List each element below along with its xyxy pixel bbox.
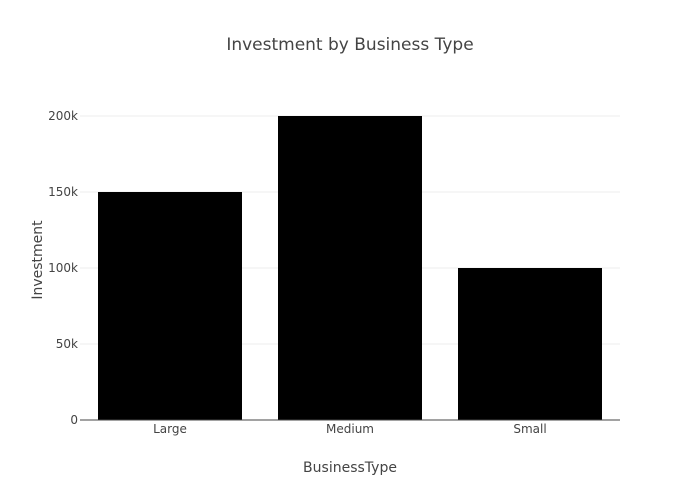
y-tick-label: 50k bbox=[56, 337, 78, 351]
x-tick-label: Medium bbox=[326, 422, 374, 436]
y-tick-label: 150k bbox=[48, 185, 78, 199]
x-tick-label: Small bbox=[513, 422, 546, 436]
x-axis-ticks: Large Medium Small bbox=[153, 422, 547, 436]
x-tick-label: Large bbox=[153, 422, 187, 436]
bar-large[interactable] bbox=[98, 192, 242, 420]
y-axis-ticks: 0 50k 100k 150k 200k bbox=[48, 109, 78, 427]
y-tick-label: 100k bbox=[48, 261, 78, 275]
chart-title: Investment by Business Type bbox=[226, 35, 473, 55]
bar-small[interactable] bbox=[458, 268, 602, 420]
bars bbox=[98, 116, 602, 420]
x-axis-title: BusinessType bbox=[303, 460, 397, 476]
bar-medium[interactable] bbox=[278, 116, 422, 420]
y-tick-label: 0 bbox=[70, 413, 78, 427]
y-axis-title: Investment bbox=[30, 220, 46, 300]
y-tick-label: 200k bbox=[48, 109, 78, 123]
